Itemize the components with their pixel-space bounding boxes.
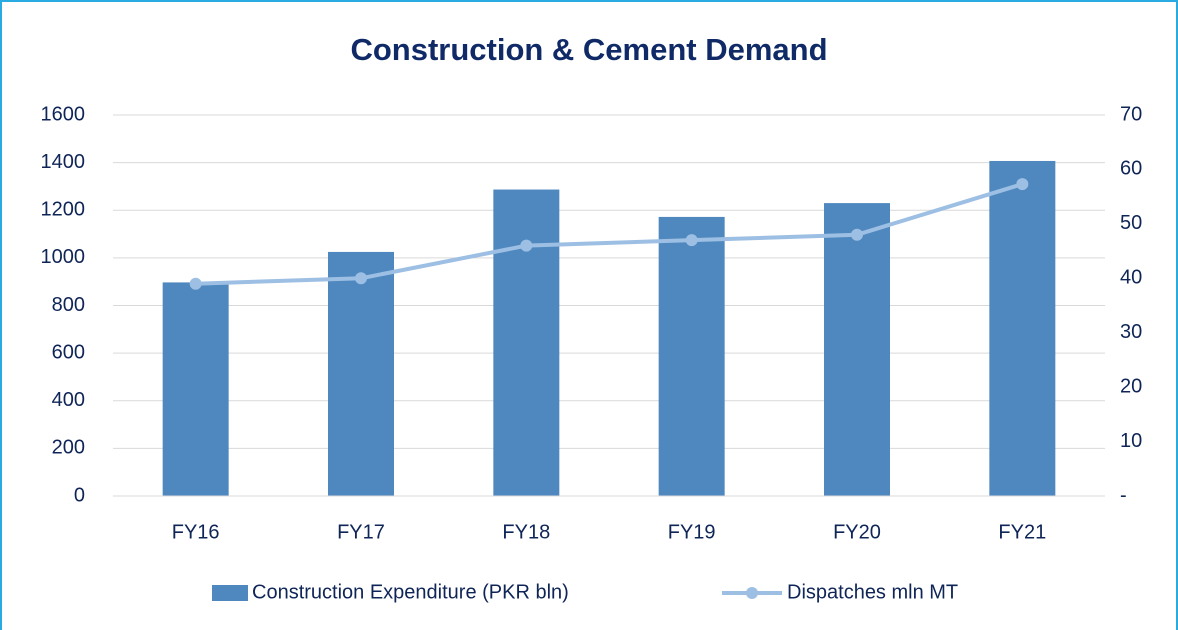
x-tick-label: FY21 xyxy=(998,521,1046,543)
y-tick-label: 400 xyxy=(52,389,85,411)
y-tick-label: 600 xyxy=(52,341,85,363)
y-tick-label: 1600 xyxy=(41,103,86,125)
line-marker xyxy=(189,277,202,290)
x-tick-label: FY16 xyxy=(172,521,220,543)
x-tick-label: FY19 xyxy=(668,521,716,543)
y2-tick-label: 20 xyxy=(1120,375,1142,397)
y2-tick-label: 50 xyxy=(1120,212,1142,234)
legend-label: Construction Expenditure (PKR bln) xyxy=(252,581,569,603)
y2-tick-label: - xyxy=(1120,484,1127,506)
line-marker xyxy=(520,239,533,252)
y2-tick-label: 70 xyxy=(1120,103,1142,125)
chart-title: Construction & Cement Demand xyxy=(350,32,827,67)
legend-label: Dispatches mln MT xyxy=(787,581,958,603)
y2-tick-label: 60 xyxy=(1120,158,1142,180)
bar xyxy=(493,189,560,496)
legend-swatch xyxy=(212,585,248,601)
line-marker xyxy=(851,228,863,241)
bar xyxy=(824,203,890,496)
line-marker xyxy=(1016,178,1029,191)
y-tick-label: 1200 xyxy=(41,199,86,221)
y2-tick-label: 40 xyxy=(1120,267,1142,289)
x-tick-label: FY17 xyxy=(337,521,385,543)
x-tick-label: FY20 xyxy=(833,521,881,543)
legend-swatch-marker xyxy=(746,587,758,599)
x-tick-label: FY18 xyxy=(502,521,550,543)
y-tick-label: 0 xyxy=(74,484,85,506)
y-tick-label: 200 xyxy=(52,437,85,459)
line xyxy=(195,182,1023,286)
bar xyxy=(658,216,725,497)
bar xyxy=(162,282,229,496)
bar xyxy=(328,251,394,496)
y2-tick-label: 30 xyxy=(1120,321,1142,343)
y-tick-label: 1000 xyxy=(41,246,86,268)
y2-tick-label: 10 xyxy=(1120,430,1142,452)
line-marker xyxy=(355,272,367,285)
y-tick-label: 1400 xyxy=(41,151,86,173)
line-marker xyxy=(685,234,698,247)
bar xyxy=(989,160,1056,496)
y-tick-label: 800 xyxy=(52,294,85,316)
